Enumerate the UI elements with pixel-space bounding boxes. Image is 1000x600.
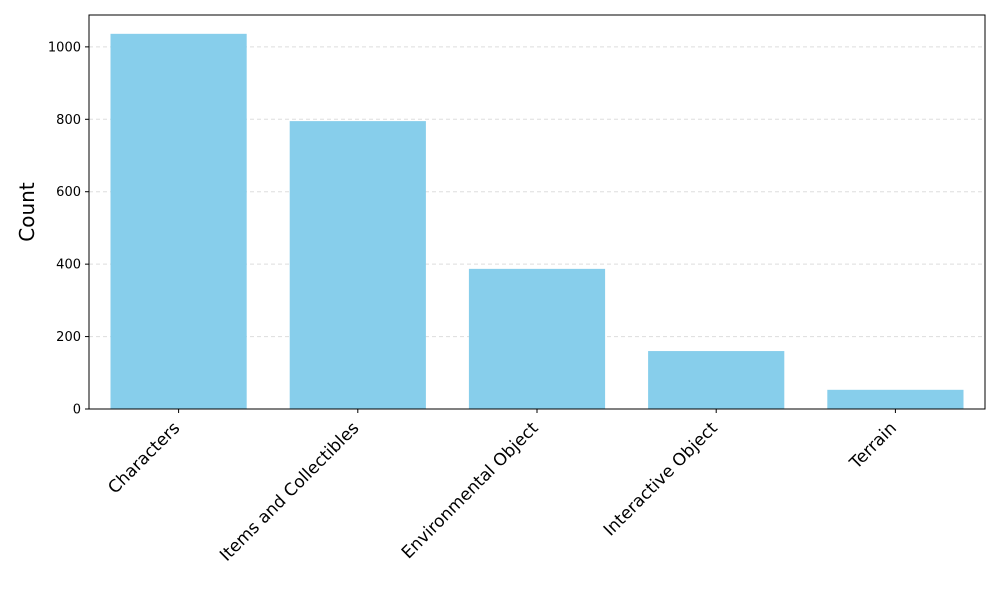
y-axis-label: Count <box>15 182 39 242</box>
y-tick-label: 800 <box>56 113 81 128</box>
x-tick-label: Interactive Object <box>600 418 722 540</box>
y-tick-label: 600 <box>56 185 81 200</box>
y-tick-label: 200 <box>56 330 81 345</box>
x-tick-label: Terrain <box>845 418 901 474</box>
bar <box>468 268 606 409</box>
x-tick-label: Environmental Object <box>398 418 543 563</box>
bar <box>827 389 964 409</box>
y-tick-label: 400 <box>56 258 81 273</box>
plot-frame <box>88 14 986 410</box>
x-tick-label: Items and Collectibles <box>216 418 363 565</box>
y-tick-label: 1000 <box>48 40 81 55</box>
x-tick-label: Characters <box>104 418 184 498</box>
y-tick-label: 0 <box>73 403 81 418</box>
bar <box>648 351 785 409</box>
bar <box>110 33 247 410</box>
bar <box>289 121 426 409</box>
